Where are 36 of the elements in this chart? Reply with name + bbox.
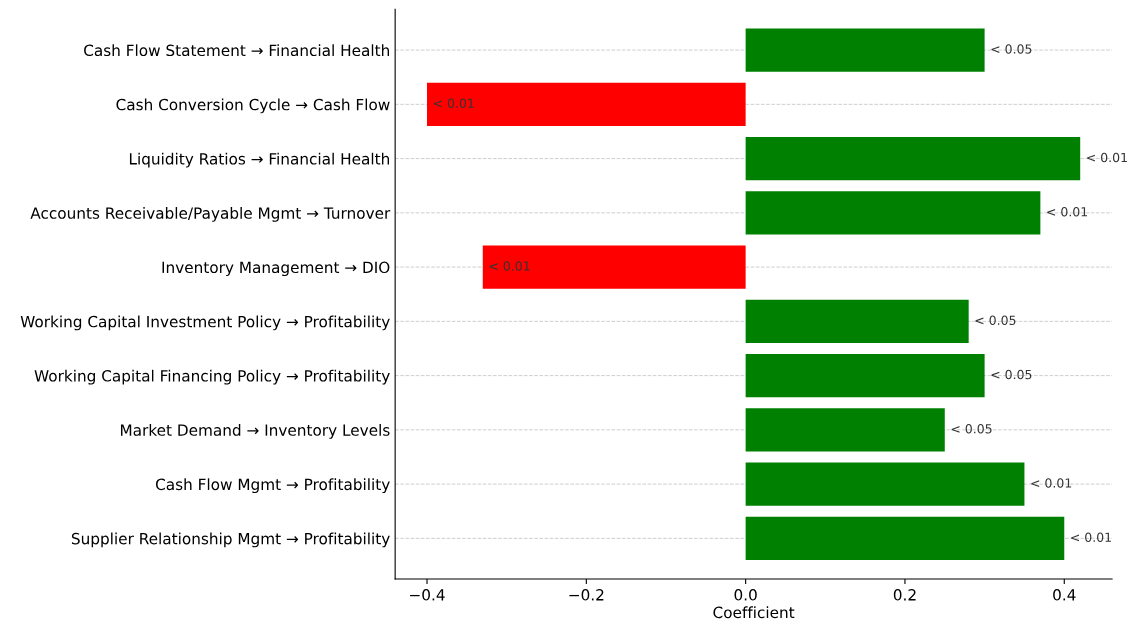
data-label: < 0.05 bbox=[991, 44, 1032, 54]
bar bbox=[745, 299, 969, 344]
bar bbox=[745, 462, 1025, 506]
y-tick-label: Cash Flow Statement → Financial Health bbox=[84, 44, 389, 57]
data-label: < 0.01 bbox=[1031, 478, 1072, 488]
y-tick-label: Market Demand → Inventory Levels bbox=[121, 424, 390, 439]
y-tick-label: Cash Conversion Cycle → Cash Flow bbox=[116, 98, 390, 114]
bar bbox=[745, 408, 945, 452]
y-tick-label: Liquidity Ratios → Financial Health bbox=[129, 152, 389, 168]
bar bbox=[482, 245, 746, 289]
data-label: < 0.01 bbox=[433, 98, 474, 108]
y-tick-label: Accounts Receivable/Payable Mgmt → Turnover bbox=[30, 207, 391, 222]
data-label: < 0.05 bbox=[951, 424, 992, 434]
y-tick-label: Cash Flow Mgmt → Profitability bbox=[155, 478, 390, 494]
data-label: < 0.01 bbox=[1071, 532, 1111, 542]
bar bbox=[745, 353, 985, 398]
x-axis-title: Coefficient bbox=[713, 606, 795, 619]
data-label: < 0.01 bbox=[489, 261, 530, 271]
bar bbox=[745, 28, 985, 72]
x-tick-label: 0.2 bbox=[893, 589, 916, 601]
x-tick-label: 0.0 bbox=[734, 589, 757, 601]
data-label: < 0.01 bbox=[1047, 207, 1088, 217]
y-tick-label: Inventory Management → DIO bbox=[162, 261, 390, 277]
data-label: < 0.01 bbox=[1087, 152, 1127, 163]
x-tick-label: −0.4 bbox=[410, 589, 445, 601]
y-tick-label: Supplier Relationship Mgmt → Profitability bbox=[71, 532, 390, 548]
data-label: < 0.05 bbox=[975, 315, 1016, 325]
bar bbox=[427, 82, 746, 127]
bar bbox=[745, 191, 1041, 235]
bar bbox=[745, 516, 1065, 561]
x-tick-label: 0.4 bbox=[1053, 589, 1076, 601]
x-tick-label: −0.2 bbox=[569, 589, 604, 601]
y-tick-label: Working Capital Investment Policy → Profitability bbox=[20, 315, 390, 331]
bar bbox=[745, 136, 1081, 181]
data-label: < 0.05 bbox=[991, 369, 1032, 380]
y-tick-label: Working Capital Financing Policy → Profitability bbox=[34, 369, 390, 385]
